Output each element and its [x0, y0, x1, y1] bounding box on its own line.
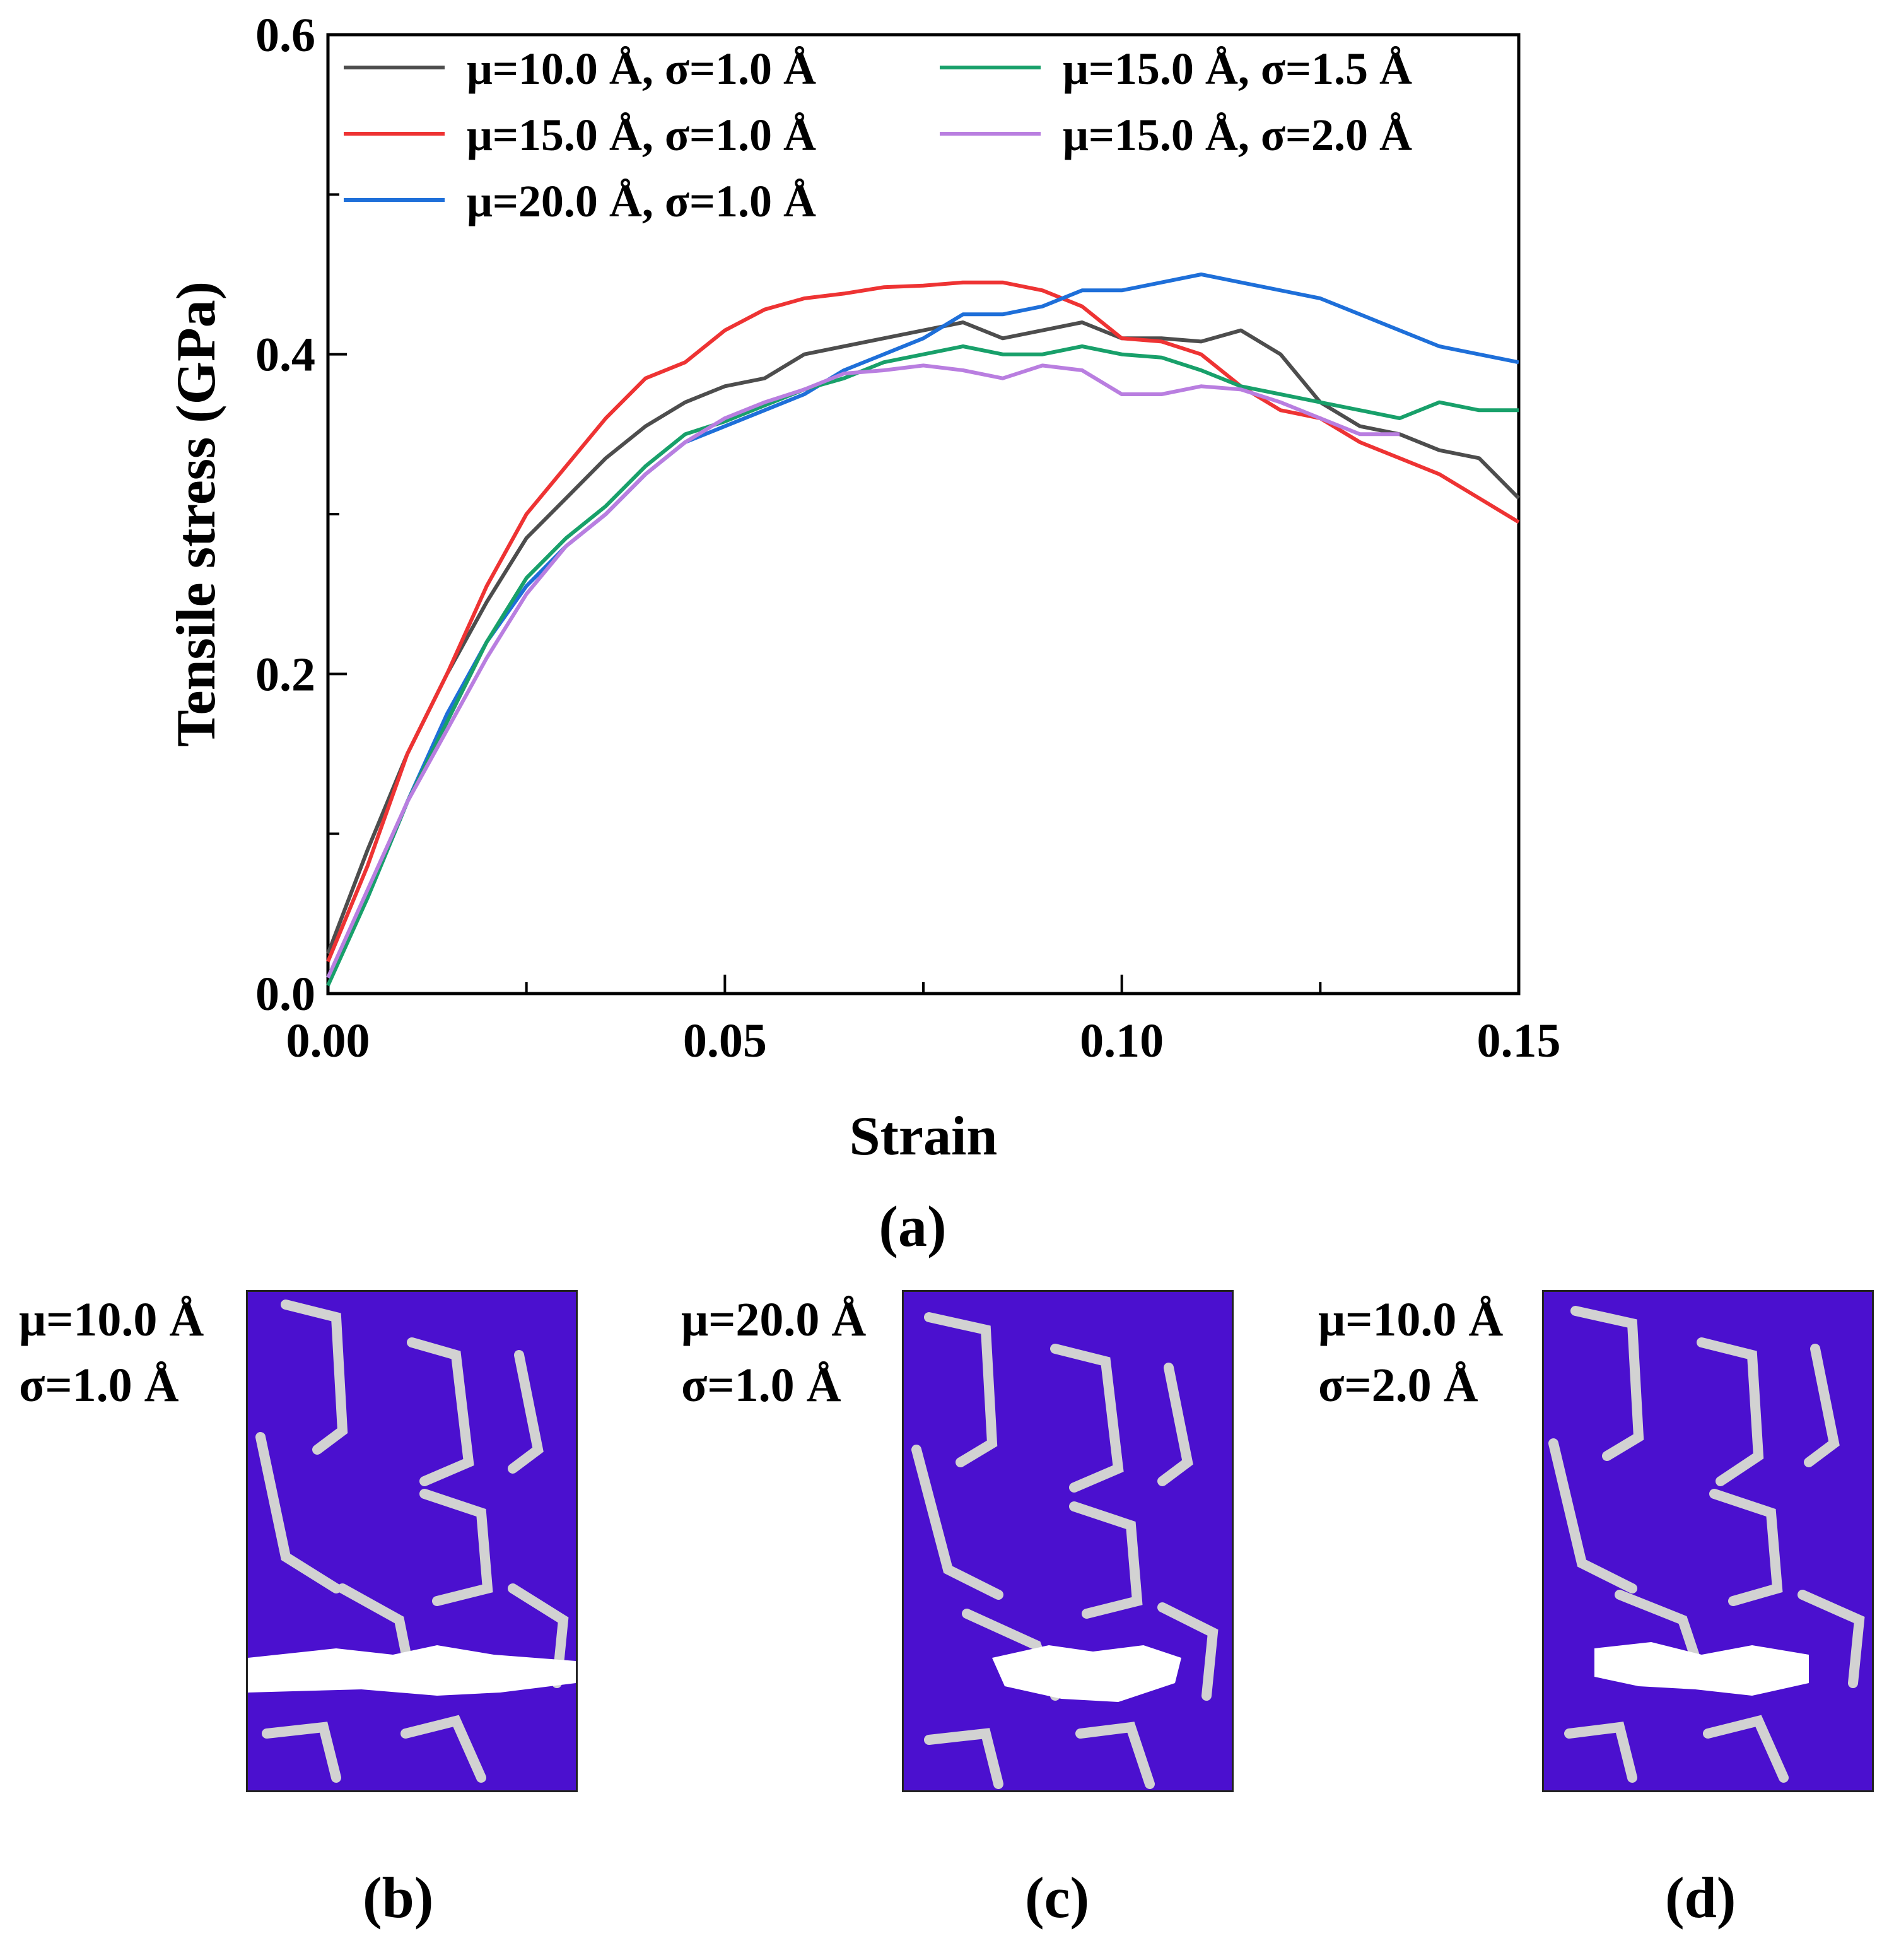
legend: μ=10.0 Å, σ=1.0 Å μ=15.0 Å, σ=1.0 Å μ=20.0… [344, 44, 1412, 226]
series-line-2 [326, 280, 1520, 963]
y-tick-label: 0.6 [255, 9, 315, 62]
legend-label: μ=15.0 Å, σ=1.5 Å [1063, 44, 1412, 94]
snapshot-d-mu: μ=10.0 Å [1318, 1293, 1504, 1346]
y-tick-label: 0.2 [255, 648, 315, 701]
snapshot-b-sigma: σ=1.0 Å [19, 1359, 179, 1412]
snapshot-label-b: μ=10.0 Å σ=1.0 Å [19, 1287, 204, 1418]
series-line-3 [326, 273, 1519, 979]
snapshot-image-b [246, 1290, 578, 1792]
data-series [326, 273, 1521, 987]
snapshot-b-mu: μ=10.0 Å [19, 1293, 204, 1346]
grain-boundary [1798, 1590, 1865, 1688]
snapshot-image-d [1542, 1290, 1874, 1792]
series-line-5 [326, 363, 1400, 978]
snapshot-c-sigma: σ=1.0 Å [681, 1359, 841, 1412]
snapshot-label-c: μ=20.0 Å σ=1.0 Å [681, 1287, 866, 1418]
snapshot-d-structure [1548, 1306, 1865, 1783]
grain-boundary [924, 1728, 1003, 1789]
snapshot-label-d: μ=10.0 Å σ=2.0 Å [1318, 1287, 1503, 1418]
grain-boundary [400, 1715, 486, 1783]
grain-boundary [508, 1350, 544, 1474]
grain-boundary [255, 1432, 341, 1593]
grain-boundary [1564, 1722, 1637, 1783]
grain-boundary [1157, 1602, 1219, 1701]
panel-label-c: (c) [1025, 1865, 1090, 1930]
x-axis-label: Strain [850, 1106, 998, 1167]
grain-boundary [1157, 1363, 1193, 1486]
x-tick-label: 0.10 [1080, 1014, 1164, 1067]
void [248, 1645, 576, 1696]
snapshot-c-mu: μ=20.0 Å [681, 1293, 867, 1346]
y-axis-label: Tensile stress (GPa) [166, 281, 227, 747]
grain-boundary [1570, 1306, 1644, 1461]
snapshot-c-structure [911, 1312, 1219, 1789]
grain-boundary [281, 1300, 348, 1455]
panel-label-a: (a) [879, 1194, 946, 1259]
grain-boundary [924, 1312, 998, 1467]
panel-label-b: (b) [363, 1865, 434, 1930]
series-line-4 [326, 344, 1519, 987]
panel-label-d: (d) [1665, 1865, 1736, 1930]
grain-boundary [407, 1337, 474, 1486]
snapshot-image-c [902, 1290, 1234, 1792]
grain-boundary [1709, 1489, 1783, 1606]
snapshot-d-sigma: σ=2.0 Å [1318, 1359, 1478, 1412]
grain-boundary [1804, 1344, 1840, 1467]
stress-strain-chart: 0.00 0.05 0.10 0.15 0.0 0.2 0.4 0.6 μ=10.0 Å, σ… [166, 9, 1561, 1259]
axis-tick-labels: 0.00 0.05 0.10 0.15 0.0 0.2 0.4 0.6 [255, 9, 1561, 1067]
x-tick-label: 0.15 [1477, 1014, 1561, 1067]
grain-boundary [1075, 1722, 1155, 1789]
grain-boundary [419, 1489, 493, 1606]
grain-boundary [911, 1445, 1003, 1600]
snapshot-b-structure [248, 1300, 576, 1783]
legend-label: μ=15.0 Å, σ=1.0 Å [467, 110, 816, 160]
x-tick-label: 0.05 [683, 1014, 767, 1067]
series-line-1 [326, 320, 1521, 954]
void [992, 1645, 1181, 1702]
x-tick-label: 0.00 [286, 1014, 370, 1067]
legend-label: μ=20.0 Å, σ=1.0 Å [467, 176, 816, 226]
y-tick-label: 0.0 [255, 968, 315, 1021]
grain-boundary [262, 1722, 341, 1783]
legend-label: μ=10.0 Å, σ=1.0 Å [467, 44, 816, 94]
grain-boundary [1548, 1438, 1637, 1593]
grain-boundary [1050, 1344, 1124, 1493]
grain-boundary [1069, 1501, 1143, 1619]
legend-label: μ=15.0 Å, σ=2.0 Å [1063, 110, 1412, 160]
void [1594, 1642, 1809, 1696]
axis-ticks [327, 33, 1520, 995]
grain-boundary [1697, 1337, 1764, 1486]
y-tick-label: 0.4 [255, 329, 315, 382]
grain-boundary [1703, 1715, 1789, 1783]
